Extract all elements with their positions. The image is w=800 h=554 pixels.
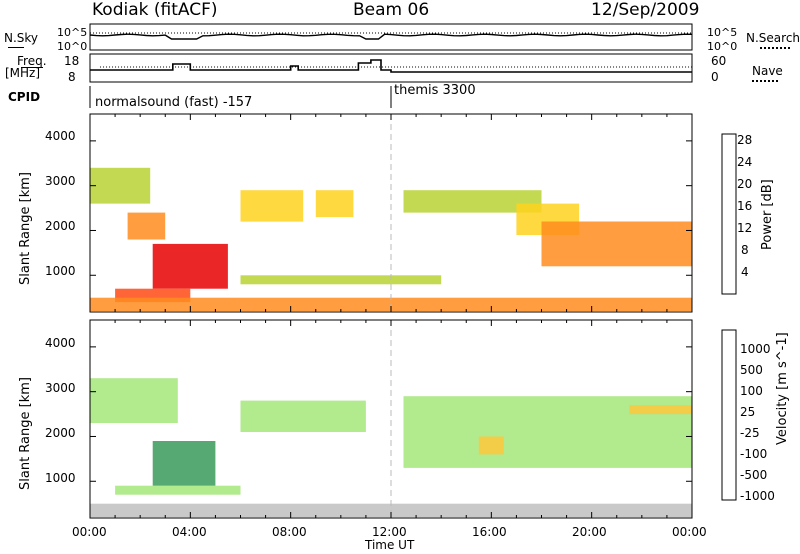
power-cb-tick-16: 16 xyxy=(737,199,753,213)
power-ytick-2000: 2000 xyxy=(45,219,76,233)
power-cb-tick-8: 8 xyxy=(741,243,749,257)
xtick-0: 00:00 xyxy=(72,525,107,539)
velocity-ytick-2000: 2000 xyxy=(45,426,76,440)
beam-title: Beam 06 xyxy=(353,0,430,20)
nsearch-tick-bottom: 10^0 xyxy=(707,40,738,53)
velocity-feature-2 xyxy=(115,485,241,495)
power-feature-6 xyxy=(403,190,542,213)
velocity-colorbar-frame xyxy=(721,329,737,501)
velocity-ytick-3000: 3000 xyxy=(45,381,76,395)
nsky-legend-line xyxy=(8,47,24,48)
vel-cb-tick-m1000: -1000 xyxy=(740,489,775,503)
nsky-tick-bottom: 10^0 xyxy=(57,40,88,53)
freq-tick-top: 18 xyxy=(64,54,80,68)
xtick-6: 00:00 xyxy=(672,525,707,539)
xtick-5: 20:00 xyxy=(572,525,607,539)
power-cb-tick-20: 20 xyxy=(737,177,753,191)
velocity-ytick-4000: 4000 xyxy=(45,336,76,350)
nave-label: Nave xyxy=(752,64,783,78)
date-title: 12/Sep/2009 xyxy=(591,0,700,20)
power-ytick-1000: 1000 xyxy=(45,264,76,278)
velocity-feature-1 xyxy=(152,441,216,486)
x-axis-label: Time UT xyxy=(365,538,415,552)
freq-trace xyxy=(90,59,692,73)
vel-cb-tick-1000: 1000 xyxy=(740,342,771,356)
nsky-trace xyxy=(89,33,693,40)
power-ytick-3000: 3000 xyxy=(45,174,76,188)
velocity-y-label: Slant Range [km] xyxy=(18,377,33,490)
vel-cb-tick-500: 500 xyxy=(740,363,763,377)
vel-cb-tick-100: 100 xyxy=(740,384,763,398)
nave-tick-top: 60 xyxy=(711,54,727,68)
xtick-2: 08:00 xyxy=(272,525,307,539)
power-feature-10 xyxy=(240,275,442,285)
nsearch-label: N.Search xyxy=(746,31,800,45)
cpid-segment-2: themis 3300 xyxy=(394,83,476,98)
freq-tick-bottom: 8 xyxy=(68,70,76,84)
power-cb-tick-4: 4 xyxy=(741,265,749,279)
velocity-feature-5 xyxy=(478,436,504,455)
xtick-4: 16:00 xyxy=(472,525,507,539)
power-feature-8 xyxy=(541,221,692,267)
power-cb-label: Power [dB] xyxy=(760,179,775,250)
nave-legend-line xyxy=(752,80,778,82)
vel-cb-tick-25: 25 xyxy=(740,405,756,419)
cpid-segment-1: normalsound (fast) -157 xyxy=(95,95,253,110)
power-feature-4 xyxy=(240,190,304,222)
xtick-3: 12:00 xyxy=(372,525,407,539)
power-feature-2 xyxy=(152,243,228,289)
power-ytick-4000: 4000 xyxy=(45,129,76,143)
nsearch-tick-top: 10^5 xyxy=(707,26,738,39)
nave-tick-bottom: 0 xyxy=(711,70,719,84)
station-title: Kodiak (fitACF) xyxy=(92,0,218,20)
velocity-feature-0 xyxy=(90,378,178,423)
cpid-label: CPID xyxy=(8,90,41,104)
power-cb-tick-12: 12 xyxy=(737,221,753,235)
velocity-cb-label: Velocity [m s^-1] xyxy=(775,332,790,445)
freq-label: Freq. xyxy=(17,54,47,68)
power-y-label: Slant Range [km] xyxy=(18,172,33,285)
power-feature-0 xyxy=(90,167,151,204)
power-colorbar-frame xyxy=(721,133,737,295)
vel-cb-tick-m100: -100 xyxy=(740,447,768,461)
power-cb-tick-28: 28 xyxy=(737,133,753,147)
power-feature-1 xyxy=(127,212,166,240)
nsky-panel-frame xyxy=(89,23,693,51)
power-feature-5 xyxy=(315,190,354,218)
freq-unit-label: [MHz] xyxy=(5,66,41,80)
vel-cb-tick-m25: -25 xyxy=(740,426,760,440)
nsky-tick-top: 10^5 xyxy=(57,26,88,39)
nsky-label: N.Sky xyxy=(4,31,39,45)
freq-legend-line xyxy=(21,67,43,68)
velocity-feature-3 xyxy=(240,400,366,432)
velocity-feature-7 xyxy=(629,405,692,415)
nsearch-legend-line xyxy=(760,47,790,49)
freq-panel-frame xyxy=(89,53,693,83)
power-cb-tick-24: 24 xyxy=(737,155,753,169)
vel-cb-tick-m500: -500 xyxy=(740,468,768,482)
xtick-1: 04:00 xyxy=(172,525,207,539)
velocity-ytick-1000: 1000 xyxy=(45,471,76,485)
